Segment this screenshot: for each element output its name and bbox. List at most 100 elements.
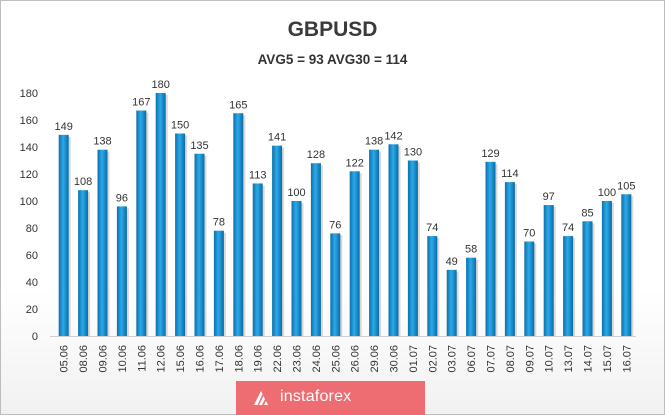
x-tick-label: 06.07 [466,345,478,373]
axes: 0 20 40 60 80 100 120 140 160 180 05.06 08.06 09.06 1… [20,88,636,373]
x-tick-label: 11.06 [136,345,148,372]
bar [272,145,283,336]
bar [427,236,438,336]
data-label: 150 [171,120,189,132]
data-label: 149 [55,121,73,133]
x-tick-label: 01.07 [408,345,420,373]
y-tick-label: 160 [20,115,38,127]
bar [116,206,127,336]
data-label: 113 [249,169,267,181]
data-label: 85 [581,207,593,219]
y-tick-label: 0 [32,331,38,343]
data-label: 74 [562,222,574,234]
data-label: 138 [365,136,383,148]
data-label: 141 [268,132,286,144]
data-label: 167 [132,97,150,109]
x-tick-label: 16.07 [621,345,633,373]
bar [485,161,496,336]
x-tick-label: 22.06 [272,345,284,373]
x-tick-label: 14.07 [583,345,595,373]
x-tick-label: 17.06 [214,345,226,373]
bar [175,133,186,336]
bar [621,194,632,336]
x-tick-label: 09.06 [98,345,110,373]
bar [446,269,457,336]
x-tick-label: 25.06 [330,345,342,373]
x-tick-label: 10.07 [544,345,556,373]
chart-subtitle: AVG5 = 93 AVG30 = 114 [257,52,408,67]
bar [504,182,515,336]
bar [58,134,69,336]
bar [563,236,574,336]
data-label: 128 [307,149,325,161]
y-tick-label: 20 [26,304,38,316]
x-tick-label: 15.06 [175,345,187,373]
x-tick-label: 07.07 [486,345,498,373]
data-label: 58 [465,244,477,256]
y-tick-label: 180 [20,88,38,100]
x-tick-label: 05.06 [59,345,71,373]
bar [310,163,321,336]
instaforex-banner[interactable]: instaforex [236,381,425,415]
banner-text: instaforex [280,388,352,405]
bar [233,113,244,336]
x-tick-label: 09.07 [524,345,536,373]
data-label: 180 [152,79,170,91]
x-tick-label: 15.07 [602,345,614,373]
x-tick-label: 18.06 [233,345,245,373]
x-tick-label: 08.06 [78,345,90,373]
bar [466,257,477,336]
bar [407,160,418,336]
x-tick-label: 13.07 [563,345,575,373]
bars [58,93,634,336]
data-label: 130 [404,147,422,159]
bar [524,241,535,336]
x-tick-label: 29.06 [369,345,381,373]
chart-title: GBPUSD [287,18,378,41]
x-tick-label: 26.06 [350,345,362,373]
instaforex-logo-icon [254,391,268,405]
x-tick-label: 23.06 [292,345,304,373]
y-tick-label: 40 [26,277,38,289]
bar [543,205,554,336]
data-label: 129 [481,148,499,160]
x-tick-label: 08.07 [505,345,517,373]
bar [78,190,89,336]
data-label: 97 [543,191,555,203]
x-tick-label: 24.06 [311,345,323,373]
data-label: 96 [116,192,128,204]
bar [291,201,302,336]
data-label: 165 [229,99,247,111]
bar [349,171,360,336]
data-label: 114 [501,168,519,180]
x-tick-label: 30.06 [389,345,401,373]
x-tick-label: 12.06 [156,345,168,373]
bar [601,201,612,336]
bar [388,144,399,336]
bar [155,93,166,336]
data-label: 122 [346,157,364,169]
data-label: 78 [213,217,225,229]
data-label: 100 [287,187,305,199]
data-label: 108 [74,176,92,188]
data-label: 74 [426,222,438,234]
bar [213,230,224,336]
x-tick-label: 02.07 [427,345,439,373]
bar [330,233,341,336]
data-label: 135 [190,140,208,152]
bar [194,153,205,336]
data-label: 76 [329,219,341,231]
bar [252,183,263,336]
bar [582,221,593,336]
x-tick-label: 16.06 [195,345,207,373]
bar [369,149,380,336]
y-tick-label: 140 [20,142,38,154]
y-tick-label: 120 [20,169,38,181]
bar [136,110,147,336]
x-tick-label: 10.06 [117,345,129,373]
y-tick-label: 100 [20,196,38,208]
data-label: 49 [446,256,458,268]
data-label: 105 [617,180,635,192]
